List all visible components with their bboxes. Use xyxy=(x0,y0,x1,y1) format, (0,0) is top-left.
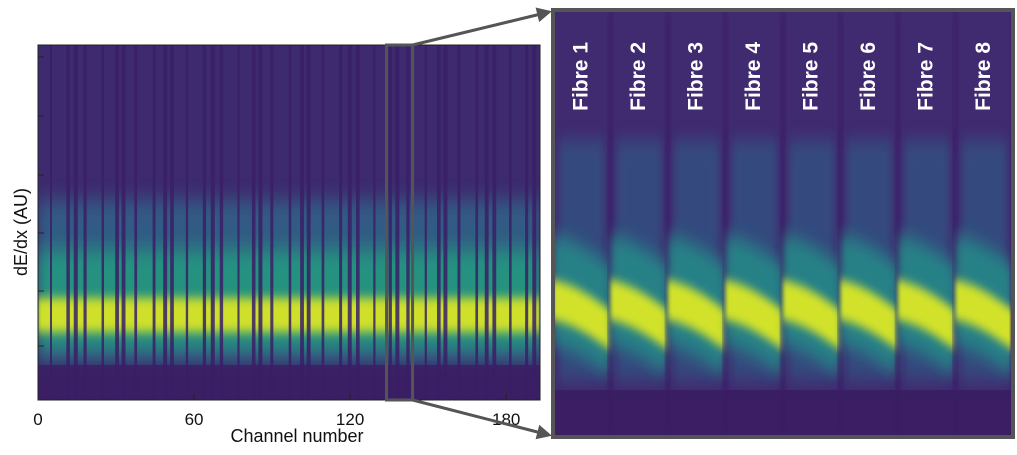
fibre-gap xyxy=(952,10,959,437)
channel-gap xyxy=(83,45,87,400)
channel-gap xyxy=(258,45,263,400)
channel-gap xyxy=(339,45,343,400)
fibre-gap xyxy=(665,10,671,437)
fibre-label: Fibre 3 xyxy=(684,42,707,111)
fibre-band-core xyxy=(610,280,668,350)
channel-gap xyxy=(321,45,325,400)
fibre-band-core xyxy=(898,280,956,350)
channel-gap xyxy=(306,45,311,400)
heatmap xyxy=(38,45,540,400)
fibre-band-core xyxy=(668,280,726,350)
channel-gap xyxy=(210,45,215,400)
channel-gap xyxy=(509,45,512,400)
y-axis-label: dE/dx (AU) xyxy=(11,188,31,276)
channel-gap xyxy=(219,45,224,400)
zoom-frame xyxy=(551,8,1015,439)
fibre-label: Fibre 4 xyxy=(742,42,765,111)
channel-gap xyxy=(436,45,441,400)
channel-gap xyxy=(73,45,78,400)
channel-gap xyxy=(202,45,207,400)
fibre-gap xyxy=(837,10,844,437)
channel-gap xyxy=(492,45,497,400)
channel-gap xyxy=(288,45,292,400)
fibre-band-core xyxy=(840,280,898,350)
fibre-label: Fibre 8 xyxy=(972,42,995,111)
fibre-gap xyxy=(722,10,729,437)
fibre-label: Fibre 7 xyxy=(914,42,937,111)
channel-gap xyxy=(388,45,392,400)
channel-gap xyxy=(457,45,461,400)
channel-gap xyxy=(50,45,52,400)
x-tick-label: 0 xyxy=(33,410,42,429)
channel-gap xyxy=(270,45,274,400)
fibre-band-core xyxy=(553,280,611,350)
fibre-band-core xyxy=(955,280,1013,350)
channel-gap xyxy=(356,45,360,400)
channel-gap xyxy=(406,45,410,400)
x-tick-label: 120 xyxy=(336,410,364,429)
x-tick-label: 60 xyxy=(185,410,204,429)
channel-gap xyxy=(170,45,174,400)
channel-gap xyxy=(163,45,168,400)
channel-gap xyxy=(134,45,138,400)
fibre-label: Fibre 2 xyxy=(627,42,650,111)
channel-gap xyxy=(115,45,119,400)
zoom-box xyxy=(385,43,415,402)
fibre-gap xyxy=(895,10,901,437)
channel-gap xyxy=(424,45,427,400)
channel-gap xyxy=(121,45,126,400)
fibre-gap xyxy=(780,10,786,437)
zoom-connector xyxy=(412,7,552,47)
channel-gap xyxy=(185,45,189,400)
x-tick-label: 180 xyxy=(492,410,520,429)
channel-gap xyxy=(443,45,448,400)
channel-gap xyxy=(347,45,352,400)
zoom-heatmap xyxy=(553,10,1013,437)
fibre-label: Fibre 6 xyxy=(857,42,880,111)
channel-gap xyxy=(152,45,156,400)
x-axis-label: Channel number xyxy=(230,426,363,446)
y-ticks xyxy=(38,56,44,347)
channel-gap xyxy=(251,45,256,400)
fibre-band-core xyxy=(783,280,841,350)
channel-gap xyxy=(484,45,489,400)
channel-gap xyxy=(237,45,240,400)
channel-gap xyxy=(395,45,400,400)
zoom-connector xyxy=(412,398,552,440)
fibre-band-core xyxy=(725,280,783,350)
fibre-label: Fibre 5 xyxy=(799,42,822,111)
channel-gap xyxy=(475,45,479,400)
channel-gap xyxy=(66,45,70,400)
fibre-gap xyxy=(607,10,614,437)
channel-gap xyxy=(525,45,529,400)
channel-gap xyxy=(300,45,304,400)
channel-gap xyxy=(532,45,537,400)
fibre-label: Fibre 1 xyxy=(569,42,592,111)
plot-frame xyxy=(37,44,541,401)
channel-gap xyxy=(373,45,376,400)
channel-gap xyxy=(101,45,105,400)
